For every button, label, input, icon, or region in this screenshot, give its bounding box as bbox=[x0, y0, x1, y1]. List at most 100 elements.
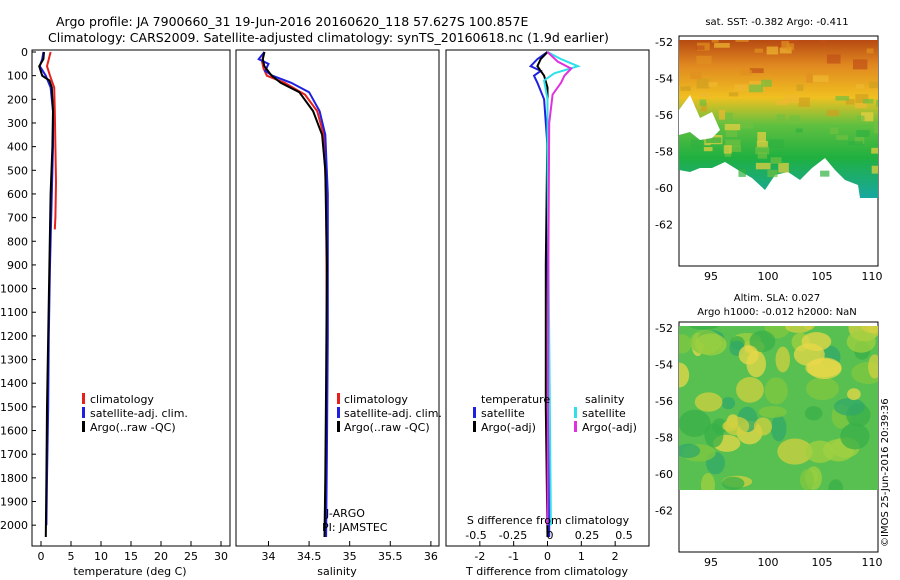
x2-tick-label: -0.25 bbox=[499, 529, 527, 542]
map-y-tick-label: -62 bbox=[655, 505, 673, 518]
map-y-tick-label: -60 bbox=[655, 468, 673, 481]
temperature-axes-frame bbox=[31, 49, 231, 547]
legend-label-argo: Argo(..raw -QC) bbox=[344, 421, 430, 434]
x-tick-label: 0 bbox=[38, 550, 45, 563]
legend-title-salinity: salinity bbox=[585, 393, 625, 406]
series-t-argo-adj- bbox=[536, 51, 549, 538]
legend-label-t-argo: Argo(-adj) bbox=[481, 421, 536, 434]
legend-label-climatology: climatology bbox=[344, 393, 408, 406]
y-tick-label: 200 bbox=[7, 93, 28, 106]
t-difference-xlabel: T difference from climatology bbox=[465, 565, 628, 578]
sst-field bbox=[679, 40, 878, 198]
x-tick-label: 15 bbox=[124, 550, 138, 563]
salinity-xlabel: salinity bbox=[317, 565, 357, 578]
map-y-tick-label: -62 bbox=[655, 219, 673, 232]
s-difference-xlabel: S difference from climatology bbox=[467, 514, 630, 527]
y-tick-label: 1200 bbox=[0, 330, 28, 343]
salinity-legend: climatology satellite-adj. clim. Argo(..… bbox=[337, 393, 442, 434]
legend-label-satellite: satellite-adj. clim. bbox=[344, 407, 442, 420]
y-tick-label: 1500 bbox=[0, 401, 28, 414]
y-tick-label: 1300 bbox=[0, 354, 28, 367]
map-x-tick-label: 105 bbox=[812, 556, 833, 569]
float-program-label: J-ARGO bbox=[325, 507, 365, 520]
header-line1: Argo profile: JA 7900660_31 19-Jun-2016 … bbox=[56, 14, 528, 29]
y-tick-label: 1900 bbox=[0, 496, 28, 509]
x-tick-label: 5 bbox=[68, 550, 75, 563]
float-pi-label: PI: JAMSTEC bbox=[322, 521, 388, 534]
map-y-tick-label: -58 bbox=[655, 432, 673, 445]
temperature-xlabel: temperature (deg C) bbox=[73, 565, 186, 578]
temperature-panel: 0100200300400500600700800900100011001200… bbox=[0, 46, 231, 578]
y-tick-label: 1400 bbox=[0, 377, 28, 390]
legend-swatch-satellite bbox=[337, 407, 340, 418]
legend-swatch-argo bbox=[337, 421, 340, 432]
y-tick-label: 2000 bbox=[0, 519, 28, 532]
series-argo-raw-qc- bbox=[38, 51, 55, 538]
legend-label-satellite: satellite-adj. clim. bbox=[90, 407, 188, 420]
x2-tick-label: 0.5 bbox=[615, 529, 633, 542]
legend-swatch-s-satellite bbox=[574, 407, 577, 418]
y-tick-label: 400 bbox=[7, 141, 28, 154]
map-x-tick-label: 100 bbox=[758, 556, 779, 569]
legend-swatch-s-argo bbox=[574, 421, 577, 432]
map-x-tick-label: 105 bbox=[812, 270, 833, 283]
header-line2: Climatology: CARS2009. Satellite-adjuste… bbox=[48, 30, 609, 45]
map-y-tick-label: -56 bbox=[655, 395, 673, 408]
x-tick-label: 25 bbox=[184, 550, 198, 563]
x2-tick-label: -0.5 bbox=[465, 529, 486, 542]
x-tick-label: -1 bbox=[508, 550, 519, 563]
legend-swatch-climatology bbox=[337, 393, 340, 404]
map-x-tick-label: 110 bbox=[862, 556, 883, 569]
legend-swatch-satellite bbox=[82, 407, 85, 418]
y-tick-label: 1700 bbox=[0, 448, 28, 461]
map-y-tick-label: -54 bbox=[655, 73, 673, 86]
x-tick-label: 1 bbox=[578, 550, 585, 563]
difference-panel: -2 -1 0 1 2 -0.5 -0.25 0 0.25 0.5 T difference fr… bbox=[445, 49, 650, 578]
y-tick-label: 700 bbox=[7, 212, 28, 225]
sla-field bbox=[679, 326, 878, 490]
temperature-legend: climatology satellite-adj. clim. Argo(..… bbox=[82, 393, 188, 434]
x-tick-label: 34.5 bbox=[297, 550, 322, 563]
legend-swatch-t-argo bbox=[473, 421, 476, 432]
x-tick-label: 20 bbox=[154, 550, 168, 563]
x-tick-label: 0 bbox=[544, 550, 551, 563]
map-x-tick-label: 100 bbox=[758, 270, 779, 283]
legend-label-argo: Argo(..raw -QC) bbox=[90, 421, 176, 434]
x-tick-label: 34 bbox=[261, 550, 275, 563]
series-argo-raw-qc- bbox=[261, 51, 328, 538]
y-tick-label: 600 bbox=[7, 188, 28, 201]
x-tick-label: 10 bbox=[94, 550, 108, 563]
legend-title-temperature: temperature bbox=[481, 393, 550, 406]
salinity-axes-frame bbox=[235, 49, 440, 547]
map-y-tick-label: -56 bbox=[655, 109, 673, 122]
map-x-tick-label: 110 bbox=[862, 270, 883, 283]
legend-label-s-satellite: satellite bbox=[582, 407, 626, 420]
legend-swatch-climatology bbox=[82, 393, 85, 404]
y-tick-label: 100 bbox=[7, 70, 28, 83]
imos-credit: ©IMOS 25-Jun-2016 20:39:36 bbox=[880, 398, 891, 547]
legend-label-s-argo: Argo(-adj) bbox=[582, 421, 637, 434]
x-tick-label: 35 bbox=[343, 550, 357, 563]
y-tick-label: 300 bbox=[7, 117, 28, 130]
y-tick-label: 900 bbox=[7, 259, 28, 272]
y-tick-label: 1600 bbox=[0, 425, 28, 438]
sla-map-title-1: Altim. SLA: 0.027 bbox=[734, 293, 820, 304]
legend-swatch-t-satellite bbox=[473, 407, 476, 418]
legend-label-climatology: climatology bbox=[90, 393, 154, 406]
x-tick-label: 30 bbox=[214, 550, 228, 563]
salinity-panel: 34 34.5 35 35.5 36 salinity climatology sate… bbox=[235, 49, 442, 578]
sla-map-panel: Altim. SLA: 0.027 Argo h1000: -0.012 h20… bbox=[655, 293, 883, 569]
x2-tick-label: 0.25 bbox=[575, 529, 600, 542]
sla-map-title-2: Argo h1000: -0.012 h2000: NaN bbox=[697, 307, 857, 318]
sst-map-title: sat. SST: -0.382 Argo: -0.411 bbox=[705, 17, 848, 28]
x-tick-label: 36 bbox=[424, 550, 438, 563]
map-y-tick-label: -52 bbox=[655, 322, 673, 335]
map-y-tick-label: -60 bbox=[655, 182, 673, 195]
series-satellite-adj-clim- bbox=[257, 51, 329, 538]
x-tick-label: -2 bbox=[474, 550, 485, 563]
map-x-tick-label: 95 bbox=[704, 270, 718, 283]
y-tick-label: 0 bbox=[21, 46, 28, 59]
y-tick-label: 500 bbox=[7, 164, 28, 177]
x-tick-label: 2 bbox=[612, 550, 619, 563]
